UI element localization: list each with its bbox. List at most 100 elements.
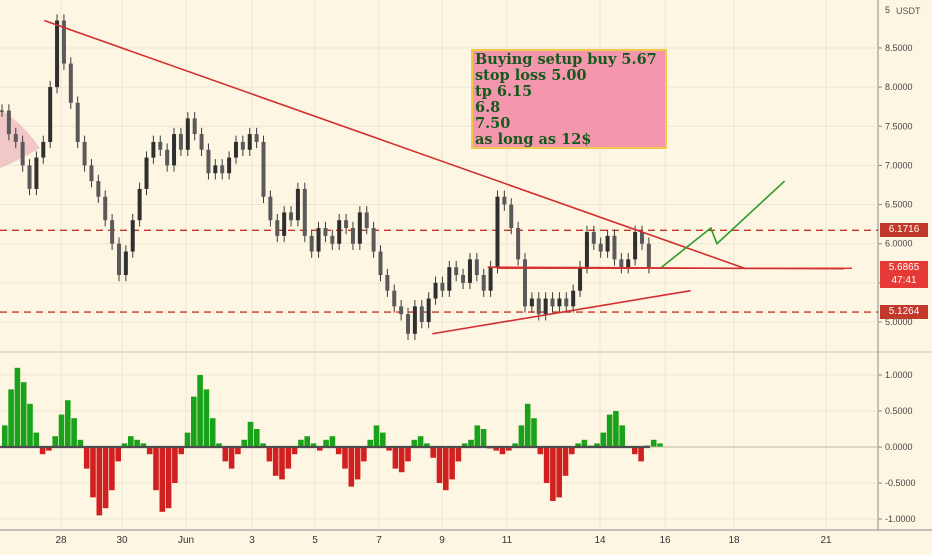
osc-bar-negative [279,447,285,480]
trade-setup-note[interactable]: Buying setup buy 5.67 stop loss 5.00 tp … [471,49,667,149]
osc-bar-negative [228,447,235,469]
candle-body [282,212,287,236]
bar-countdown-badge: 47:41 [880,274,928,289]
osc-bar-positive [254,429,260,447]
osc-bar-positive [600,432,607,447]
osc-bar-negative [443,447,449,491]
osc-bar-negative [115,447,121,462]
candle-body [289,212,294,221]
candle-body [385,275,390,291]
osc-bar-negative [153,447,159,491]
price-tick-label: 7.0000 [885,160,913,170]
osc-bar-positive [329,436,336,447]
osc-bar-negative [405,447,411,462]
candle-body [323,228,328,236]
candle-body [268,196,273,221]
candle-body [461,275,466,283]
note-line-5: 7.50 [475,115,511,132]
osc-bar-negative [506,447,512,451]
candle-body [55,20,60,88]
osc-bar-negative [83,447,90,469]
time-axis-label: 7 [376,535,382,546]
osc-bar-positive [58,414,65,447]
osc-bar-positive [241,439,247,447]
osc-bar-negative [499,447,506,455]
candle-body [137,188,142,221]
time-axis-label: 28 [55,535,67,546]
candle-body [364,212,369,229]
osc-bar-positive [518,425,525,447]
candle-body [233,141,238,158]
osc-tick-label: 0.5000 [885,406,913,416]
support-price-badge: 5.1264 [880,305,928,320]
osc-tick-label: -0.5000 [885,478,916,488]
osc-bar-negative [165,447,172,509]
osc-bar-negative [146,447,153,455]
time-axis-label: 9 [439,535,445,546]
candle-body [103,196,108,221]
candle-body [550,298,555,307]
price-tick-label: 8.0000 [885,82,913,92]
osc-bar-negative [109,447,115,491]
candle-body [34,157,39,189]
osc-bar-positive [184,432,191,447]
osc-bar-negative [96,447,103,516]
candle-body [144,157,149,189]
price-unit-label: USDT [896,6,921,16]
trendline [44,19,747,270]
candle-body [564,298,569,307]
osc-bar-negative [272,447,279,476]
osc-bar-negative [178,447,184,455]
osc-bar-positive [33,432,40,447]
osc-bar-negative [159,447,166,512]
candle-body [509,204,514,229]
osc-bar-positive [8,389,14,447]
candle-body [13,134,18,142]
osc-bar-negative [354,447,361,480]
osc-bar-positive [512,443,518,447]
osc-bar-negative [235,447,241,455]
osc-bar-positive [121,443,128,447]
candle-body [309,235,314,252]
candle-body [330,235,335,244]
osc-bar-negative [317,447,323,451]
osc-bar-negative [266,447,273,462]
osc-bar-negative [398,447,405,473]
candle-body [474,259,479,276]
candle-body [371,228,376,252]
candle-body [151,141,156,158]
candle-body [89,165,94,182]
osc-bar-negative [172,447,178,483]
osc-bar-negative [90,447,96,498]
osc-bar-positive [367,439,373,447]
osc-bar-positive [216,443,222,447]
time-axis-label: 5 [312,535,318,546]
candle-body [172,134,177,166]
osc-bar-negative [386,447,392,451]
candle-body [543,298,548,315]
osc-bar-positive [594,443,600,447]
candle-body [481,275,486,291]
candle-body [165,149,170,166]
osc-tick-label: 1.0000 [885,370,913,380]
osc-bar-positive [461,443,468,447]
osc-bar-positive [14,367,21,447]
candle-body [199,134,204,150]
candle-body [316,228,321,252]
osc-bar-negative [562,447,569,476]
candle-body [82,141,87,166]
osc-bar-negative [430,447,436,458]
osc-bar-positive [411,439,418,447]
time-axis-label: Jun [178,535,194,546]
candle-body [27,165,32,189]
osc-bar-negative [39,447,46,455]
osc-bar-positive [20,382,27,447]
osc-bar-positive [468,439,474,447]
candle-body [433,282,438,299]
candle-body [571,290,576,307]
candle-body [502,196,507,205]
osc-bar-negative [638,447,644,462]
